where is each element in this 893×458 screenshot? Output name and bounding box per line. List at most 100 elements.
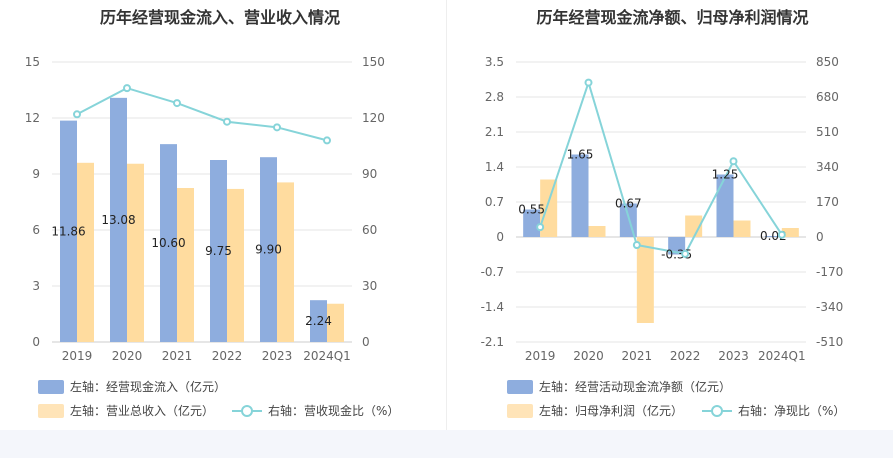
y-right-tick-label: 170: [816, 195, 839, 209]
legend-label: 右轴：净现比（%）: [738, 404, 846, 418]
bar: [668, 237, 686, 255]
cashflow-revenue-chart: 15 150 12 120 9 90 6 60 3 30 0 0 2019 2020 2021 2022 202…: [25, 55, 385, 363]
legend-item-cash-ratio[interactable]: 右轴：营收现金比（%）: [232, 402, 399, 419]
y-right-tick-label: 150: [362, 55, 385, 69]
bar: [523, 209, 541, 237]
chart-legend: 左轴：经营现金流入（亿元） 左轴：营业总收入（亿元） 右轴：营收现金比（%）: [0, 372, 440, 430]
legend-item-cash-inflow[interactable]: 左轴：经营现金流入（亿元）: [38, 378, 226, 395]
line-marker: [584, 78, 593, 87]
legend-label: 左轴：经营现金流入（亿元）: [70, 380, 227, 394]
data-label: 9.90: [255, 243, 282, 257]
bar: [764, 236, 782, 237]
data-label: 9.75: [205, 244, 232, 258]
netcash-profit-chart: 3.5 850 2.8 680 2.1 510 1.4 340 0.7 170 0 0 -0.7 -170…: [481, 55, 844, 363]
y-left-tick-label: 15: [25, 55, 40, 69]
y-right-tick-label: 90: [362, 167, 377, 181]
legend-item-net-cash[interactable]: 左轴：经营活动现金流净额（亿元）: [507, 378, 731, 395]
bar: [327, 303, 344, 342]
data-label: 2.24: [305, 314, 332, 328]
data-label: 0.67: [615, 197, 642, 211]
line-marker: [323, 136, 331, 145]
chart-legend: 左轴：经营活动现金流净额（亿元） 左轴：归母净利润（亿元） 右轴：净现比（%）: [452, 372, 893, 430]
y-right-tick-label: 120: [362, 111, 385, 125]
line-marker: [681, 249, 690, 258]
bar: [260, 157, 277, 342]
x-tick-label: 2021: [162, 349, 193, 363]
y-left-tick-label: 1.4: [485, 160, 504, 174]
legend-label: 左轴：经营活动现金流净额（亿元）: [539, 380, 732, 394]
y-right-tick-label: -510: [816, 335, 843, 349]
y-right-tick-label: 510: [816, 125, 839, 139]
y-left-tick-label: 3: [32, 279, 40, 293]
left-chart-panel: 历年经营现金流入、营业收入情况 15 150 12 120 9 90 6 60 3 30 0 0 201…: [0, 0, 440, 430]
bar: [210, 160, 227, 342]
y-left-tick-label: 2.1: [485, 125, 504, 139]
right-chart-panel: 历年经营现金流净额、归母净利润情况 3.5 850 2.8 680 2.1 510 1.4 3…: [452, 0, 893, 430]
legend-swatch-blue: [38, 379, 64, 394]
x-tick-label: 2023: [718, 349, 749, 363]
bar: [177, 188, 194, 342]
line-marker: [273, 123, 281, 132]
bar: [571, 154, 589, 237]
data-label: 1.65: [567, 148, 594, 162]
series-line: [76, 87, 328, 142]
legend-item-net-cash-ratio[interactable]: 右轴：净现比（%）: [702, 402, 845, 419]
footer-band: [0, 430, 893, 458]
y-right-tick-label: 0: [816, 230, 824, 244]
bar: [636, 237, 654, 323]
legend-swatch-orange: [507, 403, 533, 418]
line-marker: [632, 241, 641, 250]
bar: [540, 179, 558, 237]
y-right-tick-label: 340: [816, 160, 839, 174]
y-left-tick-label: 0.7: [485, 195, 504, 209]
panel-divider: [446, 0, 447, 430]
bar: [77, 162, 94, 342]
data-label: 1.25: [712, 168, 739, 182]
y-left-tick-label: 9: [32, 167, 40, 181]
x-tick-label: 2024Q1: [758, 349, 806, 363]
legend-line-marker-icon: [702, 404, 732, 417]
x-tick-label: 2019: [525, 349, 556, 363]
chart-title: 历年经营现金流净额、归母净利润情况: [536, 8, 809, 27]
bar: [310, 300, 327, 342]
y-left-tick-label: 0: [32, 335, 40, 349]
x-tick-label: 2022: [670, 349, 701, 363]
data-label: 10.60: [151, 236, 185, 250]
legend-label: 右轴：营收现金比（%）: [268, 404, 400, 418]
x-tick-label: 2023: [262, 349, 293, 363]
legend-item-revenue[interactable]: 左轴：营业总收入（亿元）: [38, 402, 214, 419]
legend-item-net-profit[interactable]: 左轴：归母净利润（亿元）: [507, 402, 683, 419]
line-marker: [777, 230, 786, 239]
chart-title: 历年经营现金流入、营业收入情况: [99, 8, 340, 27]
y-right-tick-label: -170: [816, 265, 843, 279]
bar: [110, 97, 127, 342]
line-marker: [173, 99, 181, 108]
x-tick-label: 2020: [112, 349, 143, 363]
bar: [227, 188, 244, 342]
y-right-tick-label: 0: [362, 335, 370, 349]
legend-line-marker-icon: [232, 404, 262, 417]
bar: [277, 182, 294, 342]
data-label: 11.86: [51, 224, 85, 238]
y-right-tick-label: 30: [362, 279, 377, 293]
line-marker: [729, 157, 738, 166]
x-tick-label: 2022: [212, 349, 243, 363]
y-right-tick-label: 680: [816, 90, 839, 104]
bar: [716, 174, 734, 237]
y-left-tick-label: 12: [25, 111, 40, 125]
x-tick-label: 2019: [62, 349, 93, 363]
y-left-tick-label: 3.5: [485, 55, 504, 69]
y-left-tick-label: -1.4: [481, 300, 504, 314]
y-left-tick-label: 6: [32, 223, 40, 237]
bar: [127, 163, 144, 342]
x-tick-label: 2024Q1: [303, 349, 351, 363]
bar: [588, 226, 606, 237]
line-marker: [223, 117, 231, 126]
data-label: 0.55: [518, 203, 545, 217]
data-label: 13.08: [101, 213, 135, 227]
legend-swatch-blue: [507, 379, 533, 394]
bar: [685, 215, 703, 237]
y-left-tick-label: 0: [496, 230, 504, 244]
x-tick-label: 2021: [622, 349, 653, 363]
y-right-tick-label: 60: [362, 223, 377, 237]
